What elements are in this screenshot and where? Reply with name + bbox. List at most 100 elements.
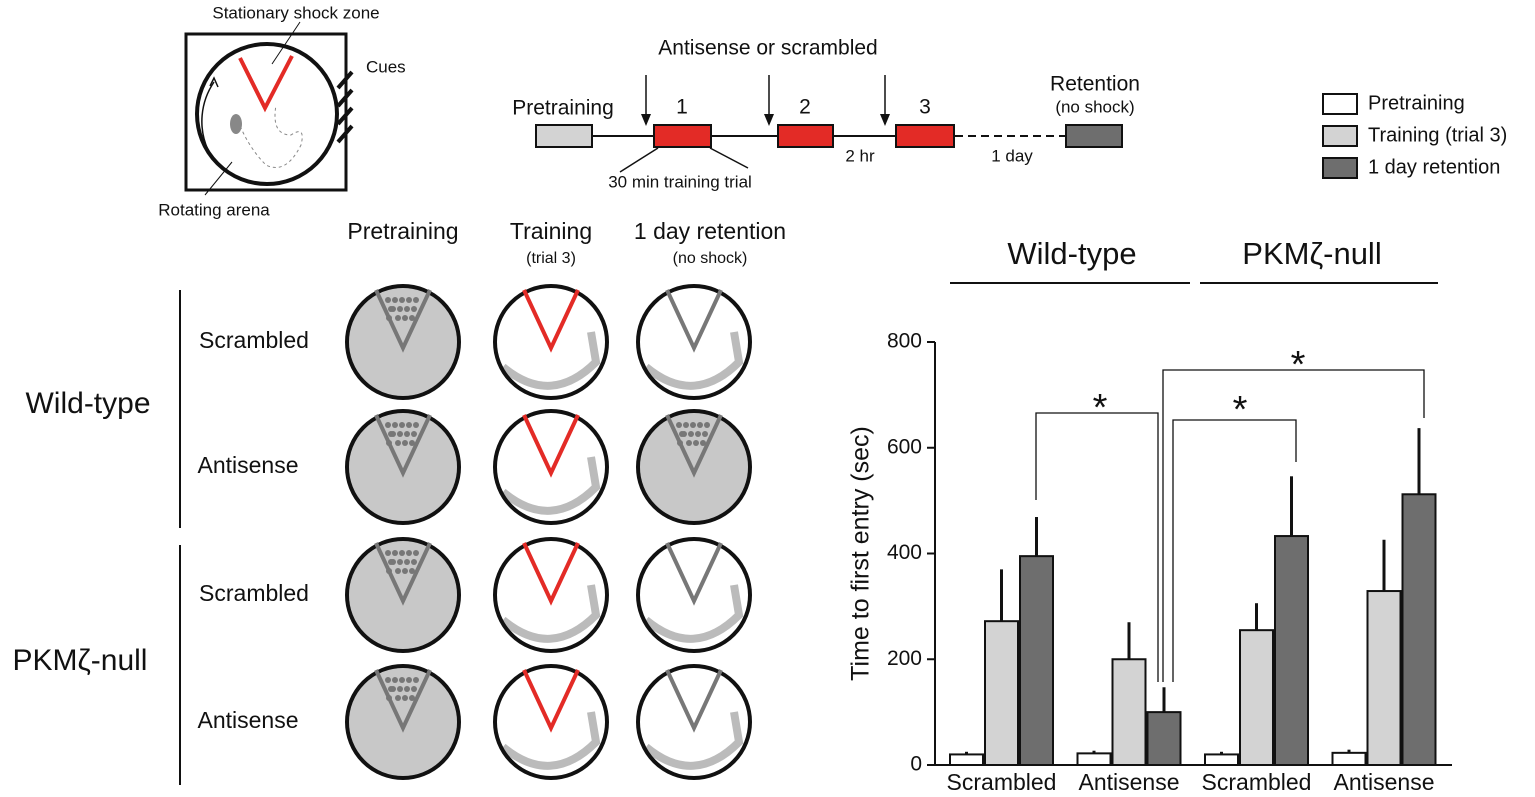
track-panels [345, 284, 752, 780]
entry-dot [399, 550, 405, 556]
entry-dot [392, 677, 398, 683]
entry-dot [402, 315, 408, 321]
entry-dot [399, 297, 405, 303]
label: Cues [366, 57, 406, 76]
trace [643, 331, 744, 390]
entry-dot [702, 431, 708, 437]
label: 1 [676, 96, 688, 119]
entry-dot [397, 686, 403, 692]
shock-zone [665, 669, 723, 733]
trace [643, 584, 744, 643]
trace-fill [349, 541, 457, 649]
entry-dot [690, 422, 696, 428]
x-tick-label: Scrambled [947, 769, 1057, 795]
entry-dot [413, 550, 419, 556]
shock-zone [374, 414, 432, 478]
entry-dot [688, 431, 694, 437]
entry-dot [406, 677, 412, 683]
entry-dot [411, 431, 417, 437]
entry-dot [677, 440, 683, 446]
pointer [204, 161, 233, 196]
entry-dot [413, 422, 419, 428]
entry-dot [397, 431, 403, 437]
entry-dot [676, 422, 682, 428]
room [184, 32, 348, 192]
bar [1111, 658, 1147, 766]
trace-fill [349, 413, 457, 521]
entry-dot [679, 431, 685, 437]
x-tick-label: Scrambled [1202, 769, 1312, 795]
bar [1146, 711, 1182, 766]
arena [493, 284, 609, 400]
x-tick-label: Antisense [1078, 769, 1179, 795]
entry-dot [385, 297, 391, 303]
x-tick-label: Antisense [1333, 769, 1434, 795]
trace [643, 711, 744, 770]
entry-dot [385, 677, 391, 683]
shock-zone [665, 542, 723, 606]
column-header: Pretraining [347, 218, 458, 244]
arena [345, 284, 461, 400]
bar [1274, 535, 1309, 767]
entry-dot [388, 686, 394, 692]
label: 3 [919, 96, 931, 119]
arena [636, 537, 752, 653]
trace [500, 584, 601, 643]
shock-zone [374, 542, 432, 606]
timeline [535, 75, 1123, 173]
shock-zone [522, 414, 580, 478]
entry-dot [402, 440, 408, 446]
entry-dot [392, 422, 398, 428]
bar [1401, 493, 1437, 766]
bar [1366, 590, 1402, 767]
entry-dot [411, 559, 417, 565]
trace [500, 331, 601, 390]
entry-dot [406, 297, 412, 303]
entry-dot [402, 568, 408, 574]
schematic [184, 21, 354, 196]
shock-zone [522, 669, 580, 733]
entry-dot [406, 422, 412, 428]
arena [636, 409, 752, 525]
column-note: (trial 3) [526, 250, 576, 267]
entry-dot [388, 559, 394, 565]
entry-dot [386, 315, 392, 321]
entry-dot [693, 440, 699, 446]
bar [1019, 555, 1054, 766]
y-tick-label: 400 [887, 541, 922, 564]
path-trace [235, 104, 303, 168]
shock-zone [665, 289, 723, 353]
legend-swatch [1322, 125, 1358, 147]
entry-dot [395, 440, 401, 446]
entry-dot [406, 550, 412, 556]
trace-fill [349, 288, 457, 396]
label: 1 day [991, 146, 1033, 165]
bar [1331, 751, 1367, 766]
arena [493, 664, 609, 780]
y-axis-label: Time to first entry (sec) [847, 426, 875, 681]
cues [336, 70, 354, 144]
entry-dot [385, 422, 391, 428]
entry-dot [397, 559, 403, 565]
label: 30 min training trial [608, 172, 752, 191]
entry-dot [697, 422, 703, 428]
significance: * [1291, 344, 1306, 386]
arena [195, 42, 339, 186]
row-label: Scrambled [199, 580, 309, 606]
entry-dot [695, 431, 701, 437]
arena [636, 664, 752, 780]
entry-dot [404, 431, 410, 437]
arena [493, 409, 609, 525]
entry-dot [386, 440, 392, 446]
row-label: Scrambled [199, 327, 309, 353]
y-tick-label: 600 [887, 435, 922, 458]
label: Antisense or scrambled [658, 37, 877, 60]
entry-dot [411, 686, 417, 692]
legend-label: Training (trial 3) [1368, 124, 1507, 146]
entry-dot [404, 306, 410, 312]
mouse [230, 114, 242, 134]
arena [493, 537, 609, 653]
label: 2 [799, 96, 811, 119]
column-note: (no shock) [673, 250, 748, 267]
